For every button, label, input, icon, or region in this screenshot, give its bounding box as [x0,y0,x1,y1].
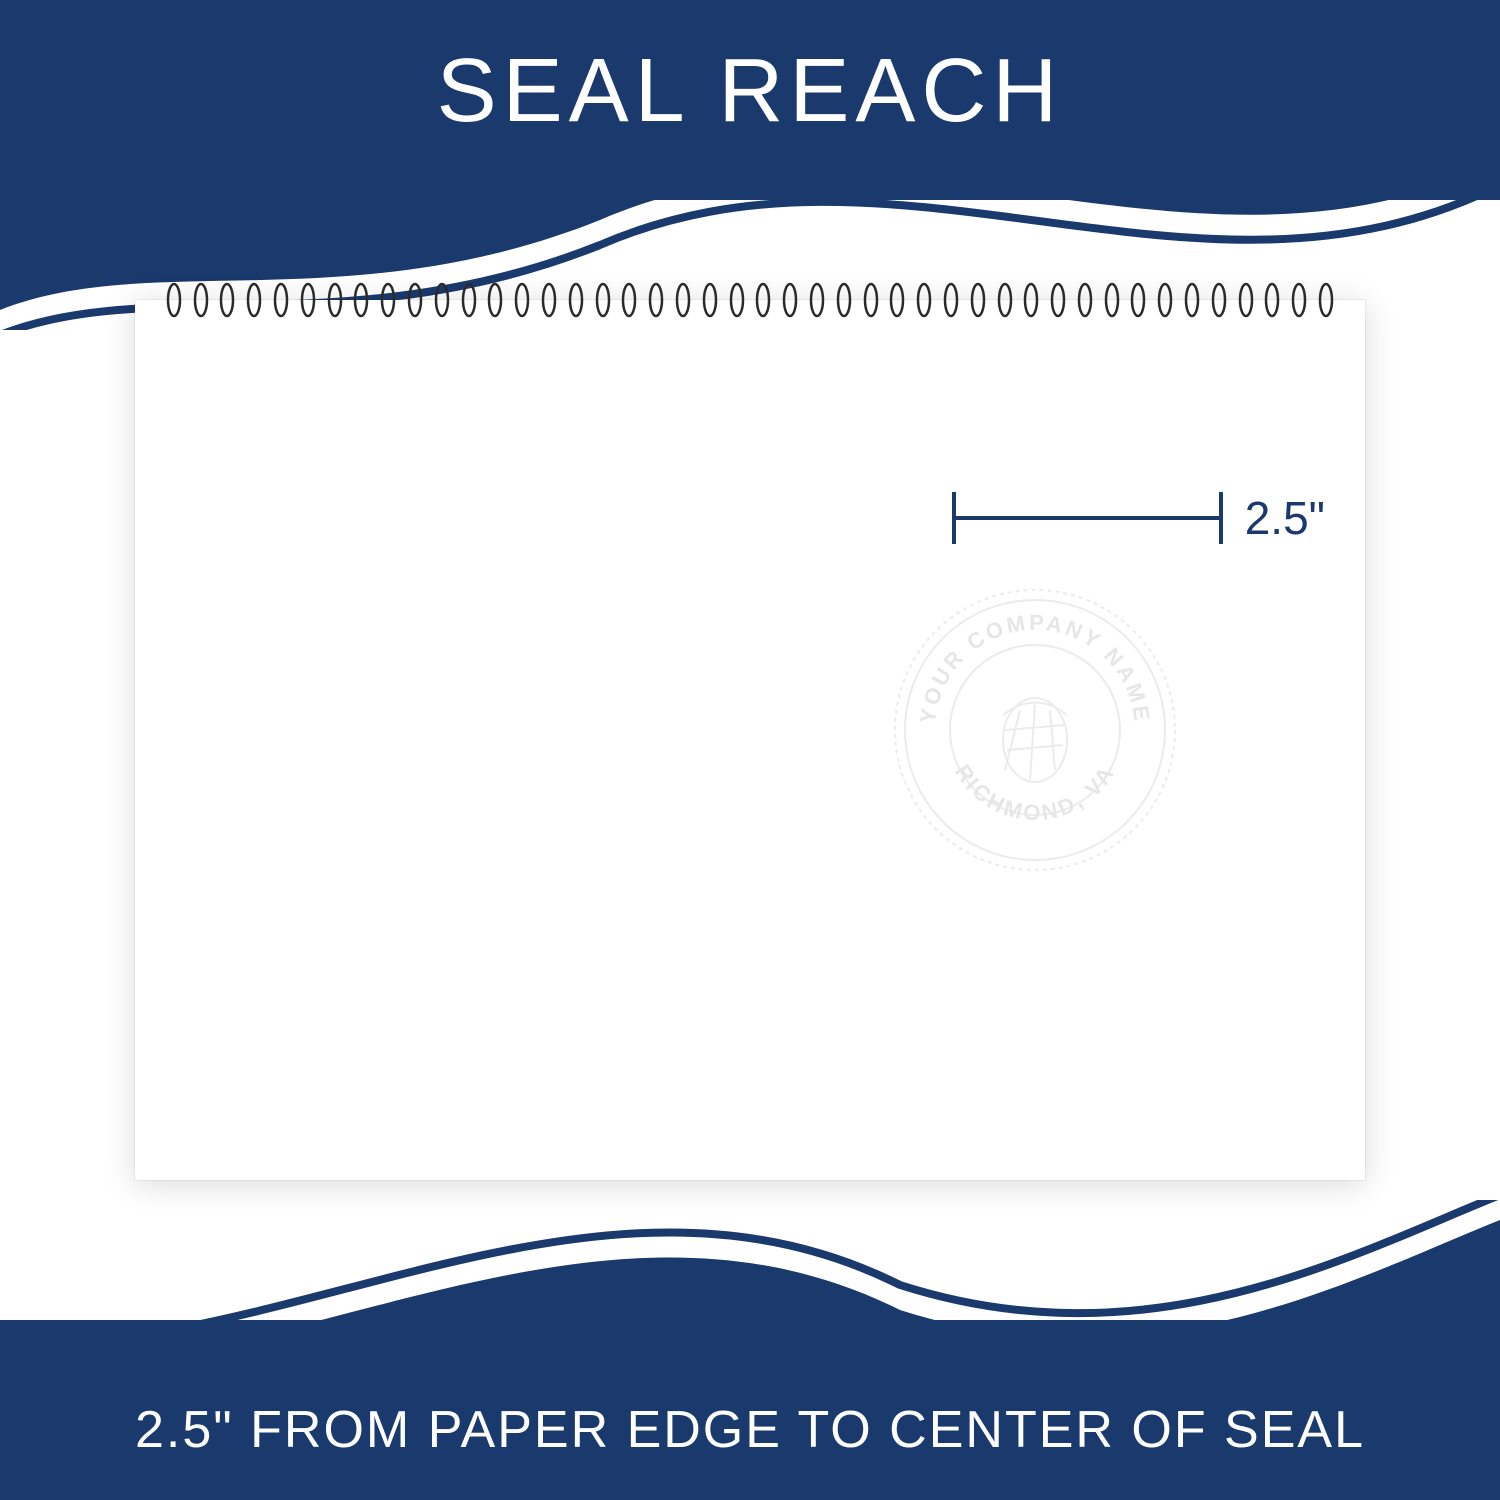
spiral-ring-icon [246,282,262,318]
spiral-ring-icon [675,282,691,318]
footer-text: 2.5" FROM PAPER EDGE TO CENTER OF SEAL [135,1400,1365,1460]
spiral-ring-icon [300,282,316,318]
spiral-ring-icon [648,282,664,318]
spiral-ring-icon [1130,282,1146,318]
measurement-line-icon [950,488,1225,548]
spiral-ring-icon [755,282,771,318]
spiral-ring-icon [889,282,905,318]
spiral-ring-icon [782,282,798,318]
header-banner: SEAL REACH [0,0,1500,200]
svg-text:RICHMOND, VA: RICHMOND, VA [950,760,1120,825]
footer-banner: 2.5" FROM PAPER EDGE TO CENTER OF SEAL [0,1320,1500,1500]
spiral-ring-icon [943,282,959,318]
spiral-ring-icon [1023,282,1039,318]
spiral-ring-icon [1211,282,1227,318]
spiral-ring-icon [1184,282,1200,318]
measurement-indicator: 2.5" [950,488,1365,548]
spiral-ring-icon [702,282,718,318]
spiral-ring-icon [353,282,369,318]
spiral-ring-icon [461,282,477,318]
spiral-ring-icon [970,282,986,318]
spiral-ring-icon [836,282,852,318]
spiral-ring-icon [1264,282,1280,318]
spiral-ring-icon [863,282,879,318]
spiral-ring-icon [595,282,611,318]
spiral-ring-icon [1157,282,1173,318]
spiral-ring-icon [273,282,289,318]
spiral-ring-icon [1104,282,1120,318]
spiral-ring-icon [1050,282,1066,318]
spiral-ring-icon [327,282,343,318]
measurement-label: 2.5" [1245,491,1325,545]
spiral-ring-icon [1318,282,1334,318]
spiral-ring-icon [729,282,745,318]
header-title: SEAL REACH [0,0,1500,143]
embossed-seal-icon: YOUR COMPANY NAME RICHMOND, VA [885,580,1185,880]
spiral-ring-icon [166,282,182,318]
spiral-ring-icon [514,282,530,318]
spiral-ring-icon [1291,282,1307,318]
spiral-ring-icon [541,282,557,318]
spiral-ring-icon [621,282,637,318]
seal-bottom-text: RICHMOND, VA [950,760,1120,825]
spiral-ring-icon [219,282,235,318]
spiral-ring-icon [916,282,932,318]
spiral-ring-icon [809,282,825,318]
spiral-ring-icon [407,282,423,318]
spiral-ring-icon [997,282,1013,318]
spiral-ring-icon [380,282,396,318]
spiral-ring-icon [1238,282,1254,318]
spiral-ring-icon [434,282,450,318]
spiral-ring-icon [193,282,209,318]
spiral-ring-icon [568,282,584,318]
spiral-ring-icon [1077,282,1093,318]
spiral-binding [135,282,1365,318]
paper-sheet: 2.5" YOUR COMPANY NAME RICHMOND, VA [135,300,1365,1180]
spiral-ring-icon [487,282,503,318]
